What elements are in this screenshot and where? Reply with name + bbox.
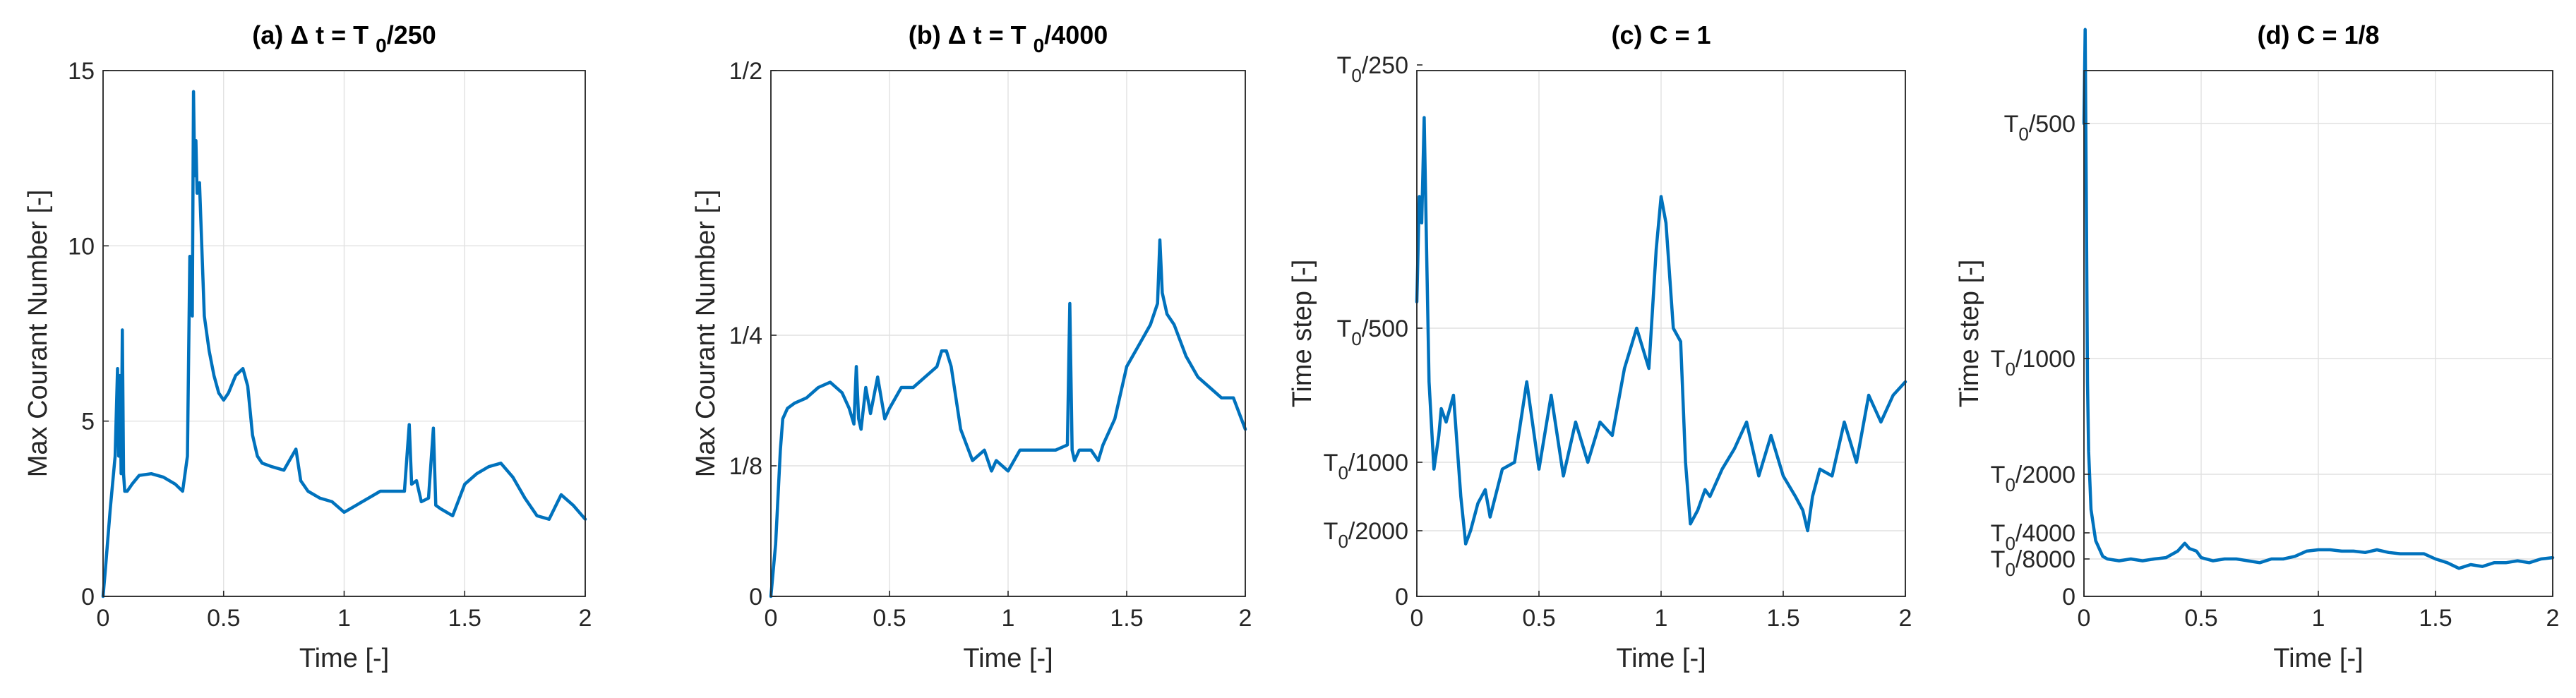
y-tick-label: T0/2000 (1324, 518, 1408, 552)
chart-panel-b: 0 0.5 1 1.5 2 0 1/8 1/4 1/2 Time [-] Max Courant N… (691, 20, 1252, 673)
x-tick-label: 0.5 (207, 605, 240, 632)
y-tick-label: T0/500 (2004, 111, 2075, 145)
x-tick-label: 2 (2546, 605, 2560, 632)
series-line (1415, 116, 1907, 546)
y-tick-label: 1/8 (729, 453, 762, 480)
series-line (101, 90, 587, 598)
x-tick-label: 2 (579, 605, 592, 632)
y-tick-label: 5 (81, 409, 95, 435)
y-axis-label: Max Courant Number [-] (23, 190, 53, 478)
x-tick-label: 1 (2312, 605, 2325, 632)
x-axis-label: Time [-] (299, 644, 389, 673)
x-tick-label: 0 (97, 605, 110, 632)
x-tick-label: 1 (1655, 605, 1668, 632)
y-tick-label: T0/4000 (1991, 520, 2075, 554)
y-tick-label: T0/250 (1337, 52, 1408, 86)
x-tick-label: 1.5 (2419, 605, 2452, 632)
chart-title: (b) Δ t = T 0/4000 (909, 20, 1108, 56)
y-tick-label: T0/500 (1337, 315, 1408, 349)
x-tick-label: 0 (2078, 605, 2091, 632)
x-tick-label: 1.5 (1110, 605, 1143, 632)
x-tick-label: 1.5 (448, 605, 481, 632)
y-tick-label: T0/1000 (1324, 450, 1408, 483)
y-tick-label: 1/2 (729, 58, 762, 85)
chart-panel-d: 0 0.5 1 1.5 20T0/8000T0/4000T0/2000T0/1000T0… (1955, 20, 2559, 673)
y-tick-label: T0/2000 (1991, 462, 2075, 495)
x-tick-label: 1 (337, 605, 351, 632)
x-tick-label: 1 (1002, 605, 1015, 632)
x-tick-label: 0 (1410, 605, 1424, 632)
y-tick-label: 0 (2062, 584, 2075, 610)
series-line (769, 238, 1247, 598)
chart-title: (d) C = 1/8 (2257, 20, 2379, 49)
y-tick-label: T0/8000 (1991, 546, 2075, 580)
chart-panel-c: 0 0.5 1 1.5 2 0 T0/2000 T0/1000 T0/500 T0/250 Time… (1288, 20, 1912, 673)
x-axis-label: Time [-] (2273, 644, 2363, 673)
x-tick-label: 0.5 (1522, 605, 1555, 632)
y-tick-label: 0 (1395, 584, 1408, 610)
x-axis-label: Time [-] (1616, 644, 1706, 673)
y-tick-label: 0 (81, 584, 95, 610)
x-tick-label: 0 (765, 605, 778, 632)
chart-title: (c) C = 1 (1611, 20, 1711, 49)
x-tick-label: 1.5 (1766, 605, 1799, 632)
y-tick-label: 15 (68, 58, 95, 85)
x-axis-label: Time [-] (963, 644, 1053, 673)
y-tick-label: 0 (749, 584, 762, 610)
x-tick-label: 0.5 (2184, 605, 2217, 632)
y-tick-label: 1/4 (729, 323, 762, 349)
y-axis-label: Time step [-] (1955, 260, 1984, 408)
y-tick-label: 10 (68, 233, 95, 260)
x-tick-label: 2 (1899, 605, 1912, 632)
x-tick-label: 0.5 (873, 605, 906, 632)
x-tick-label: 2 (1239, 605, 1252, 632)
y-axis-label: Max Courant Number [-] (691, 190, 721, 478)
y-tick-label: T0/1000 (1991, 346, 2075, 380)
y-axis-label: Time step [-] (1288, 260, 1317, 408)
series-line (2082, 28, 2555, 570)
chart-title: (a) Δ t = T 0/250 (252, 20, 436, 56)
chart-panel-a: 0 0.5 1 1.5 2 0 5 10 15 Time [-] Max Courant Numbe… (23, 20, 592, 673)
